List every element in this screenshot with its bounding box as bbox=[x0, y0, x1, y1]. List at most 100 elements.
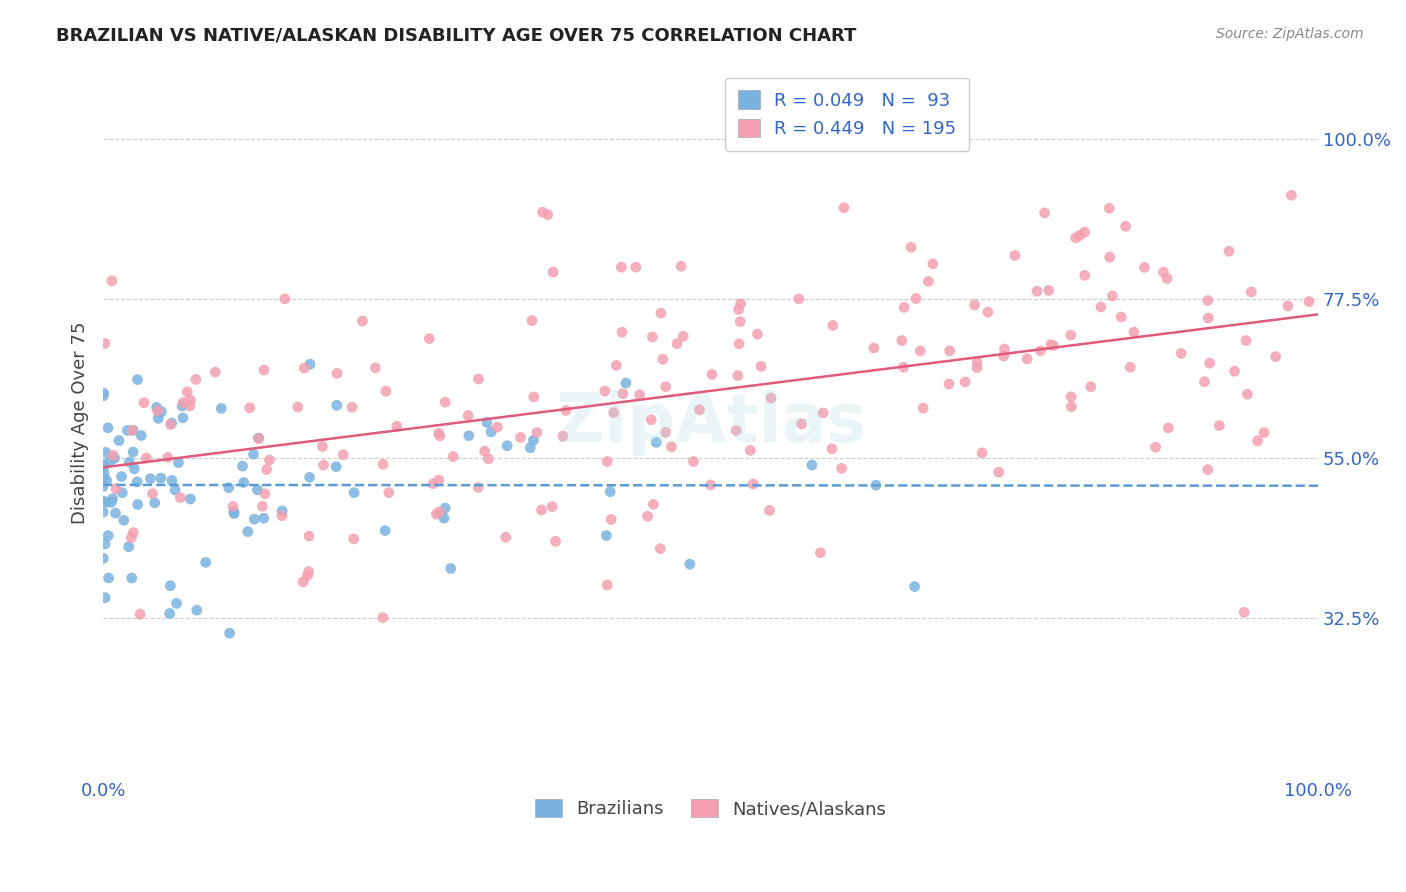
Point bbox=[271, 508, 294, 523]
Point bbox=[127, 373, 149, 387]
Point bbox=[274, 292, 297, 306]
Point bbox=[1119, 360, 1142, 375]
Point bbox=[509, 430, 531, 444]
Point bbox=[172, 410, 194, 425]
Point bbox=[127, 475, 149, 489]
Point bbox=[252, 500, 274, 514]
Point bbox=[1156, 271, 1178, 285]
Point bbox=[242, 447, 264, 461]
Point bbox=[239, 401, 262, 415]
Point bbox=[555, 403, 578, 417]
Point bbox=[298, 357, 321, 371]
Point bbox=[475, 416, 498, 430]
Text: BRAZILIAN VS NATIVE/ALASKAN DISABILITY AGE OVER 75 CORRELATION CHART: BRAZILIAN VS NATIVE/ALASKAN DISABILITY A… bbox=[56, 27, 856, 45]
Point bbox=[467, 480, 489, 494]
Point bbox=[669, 260, 692, 274]
Point bbox=[222, 505, 245, 519]
Point bbox=[112, 513, 135, 527]
Point bbox=[93, 466, 115, 480]
Point bbox=[186, 603, 208, 617]
Point bbox=[160, 416, 183, 430]
Point bbox=[433, 511, 456, 525]
Point bbox=[541, 265, 564, 279]
Point bbox=[441, 450, 464, 464]
Point bbox=[496, 439, 519, 453]
Point bbox=[204, 365, 226, 379]
Point bbox=[247, 431, 270, 445]
Point bbox=[519, 441, 541, 455]
Point bbox=[541, 500, 564, 514]
Point bbox=[374, 384, 396, 399]
Point bbox=[966, 355, 988, 369]
Point bbox=[655, 425, 678, 440]
Point bbox=[101, 274, 124, 288]
Point bbox=[603, 406, 626, 420]
Point bbox=[728, 315, 751, 329]
Point bbox=[1298, 294, 1320, 309]
Point bbox=[865, 478, 887, 492]
Point bbox=[530, 503, 553, 517]
Point bbox=[688, 403, 710, 417]
Point bbox=[143, 496, 166, 510]
Point bbox=[727, 302, 749, 317]
Point bbox=[427, 426, 450, 441]
Point bbox=[94, 336, 117, 351]
Point bbox=[159, 417, 181, 432]
Point bbox=[160, 474, 183, 488]
Point bbox=[523, 390, 546, 404]
Point bbox=[1033, 206, 1056, 220]
Point bbox=[429, 429, 451, 443]
Point bbox=[298, 470, 321, 484]
Point bbox=[1144, 440, 1167, 454]
Point bbox=[122, 525, 145, 540]
Point bbox=[256, 462, 278, 476]
Point bbox=[172, 395, 194, 409]
Point bbox=[645, 435, 668, 450]
Point bbox=[425, 507, 447, 521]
Point bbox=[800, 458, 823, 472]
Point bbox=[1101, 289, 1123, 303]
Point bbox=[520, 313, 543, 327]
Point bbox=[176, 384, 198, 399]
Point bbox=[135, 450, 157, 465]
Point bbox=[1197, 463, 1219, 477]
Point bbox=[1240, 285, 1263, 299]
Point bbox=[218, 481, 240, 495]
Point bbox=[1064, 231, 1087, 245]
Point bbox=[124, 462, 146, 476]
Point bbox=[640, 413, 662, 427]
Point bbox=[605, 359, 627, 373]
Point bbox=[91, 494, 114, 508]
Point bbox=[132, 395, 155, 409]
Point bbox=[1069, 228, 1091, 243]
Point bbox=[1194, 375, 1216, 389]
Point bbox=[993, 342, 1015, 356]
Point bbox=[159, 607, 181, 621]
Point bbox=[531, 205, 554, 219]
Point bbox=[343, 485, 366, 500]
Point bbox=[1060, 390, 1083, 404]
Point bbox=[1198, 356, 1220, 370]
Point bbox=[298, 529, 321, 543]
Point bbox=[247, 432, 270, 446]
Point bbox=[467, 372, 489, 386]
Point bbox=[253, 487, 276, 501]
Point bbox=[832, 201, 855, 215]
Point bbox=[1026, 284, 1049, 298]
Point bbox=[166, 596, 188, 610]
Point bbox=[194, 555, 217, 569]
Point bbox=[1277, 299, 1299, 313]
Point bbox=[759, 391, 782, 405]
Point bbox=[900, 240, 922, 254]
Point bbox=[332, 448, 354, 462]
Point bbox=[91, 551, 114, 566]
Point bbox=[479, 425, 502, 439]
Point bbox=[1246, 434, 1268, 448]
Point bbox=[378, 485, 401, 500]
Point bbox=[641, 330, 664, 344]
Point bbox=[551, 429, 574, 443]
Point bbox=[637, 509, 659, 524]
Point bbox=[522, 434, 544, 448]
Point bbox=[118, 455, 141, 469]
Point bbox=[243, 512, 266, 526]
